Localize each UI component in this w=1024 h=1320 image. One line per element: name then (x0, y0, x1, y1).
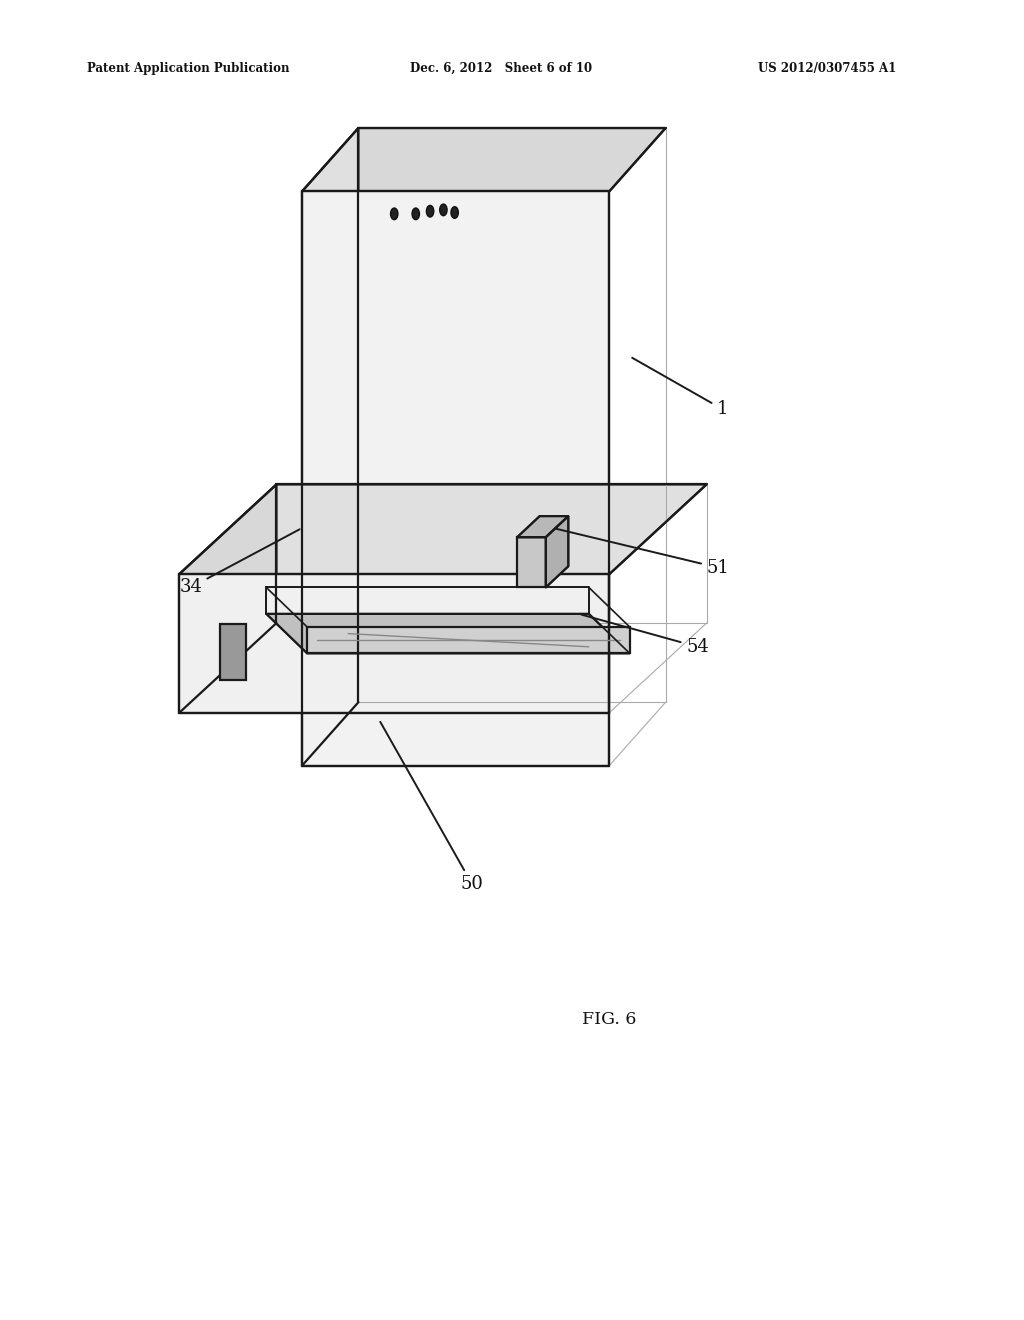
Polygon shape (266, 614, 630, 653)
Polygon shape (179, 484, 276, 713)
Polygon shape (179, 574, 609, 713)
Polygon shape (546, 516, 568, 587)
Ellipse shape (426, 206, 434, 216)
Ellipse shape (390, 209, 398, 219)
Ellipse shape (412, 209, 420, 219)
Polygon shape (220, 624, 246, 680)
Text: 1: 1 (632, 358, 728, 418)
Polygon shape (517, 537, 546, 587)
Text: 50: 50 (380, 722, 483, 894)
Text: 51: 51 (556, 528, 729, 577)
Polygon shape (307, 627, 630, 653)
Text: Patent Application Publication: Patent Application Publication (87, 62, 290, 75)
Polygon shape (302, 128, 358, 766)
Polygon shape (302, 191, 609, 766)
Polygon shape (517, 516, 568, 537)
Text: Dec. 6, 2012   Sheet 6 of 10: Dec. 6, 2012 Sheet 6 of 10 (410, 62, 592, 75)
Text: 34: 34 (179, 529, 300, 597)
Ellipse shape (439, 205, 447, 215)
Polygon shape (302, 128, 666, 191)
Text: 54: 54 (582, 615, 709, 656)
Ellipse shape (451, 207, 459, 218)
Text: US 2012/0307455 A1: US 2012/0307455 A1 (758, 62, 896, 75)
Polygon shape (179, 484, 707, 574)
Text: FIG. 6: FIG. 6 (582, 1011, 637, 1027)
